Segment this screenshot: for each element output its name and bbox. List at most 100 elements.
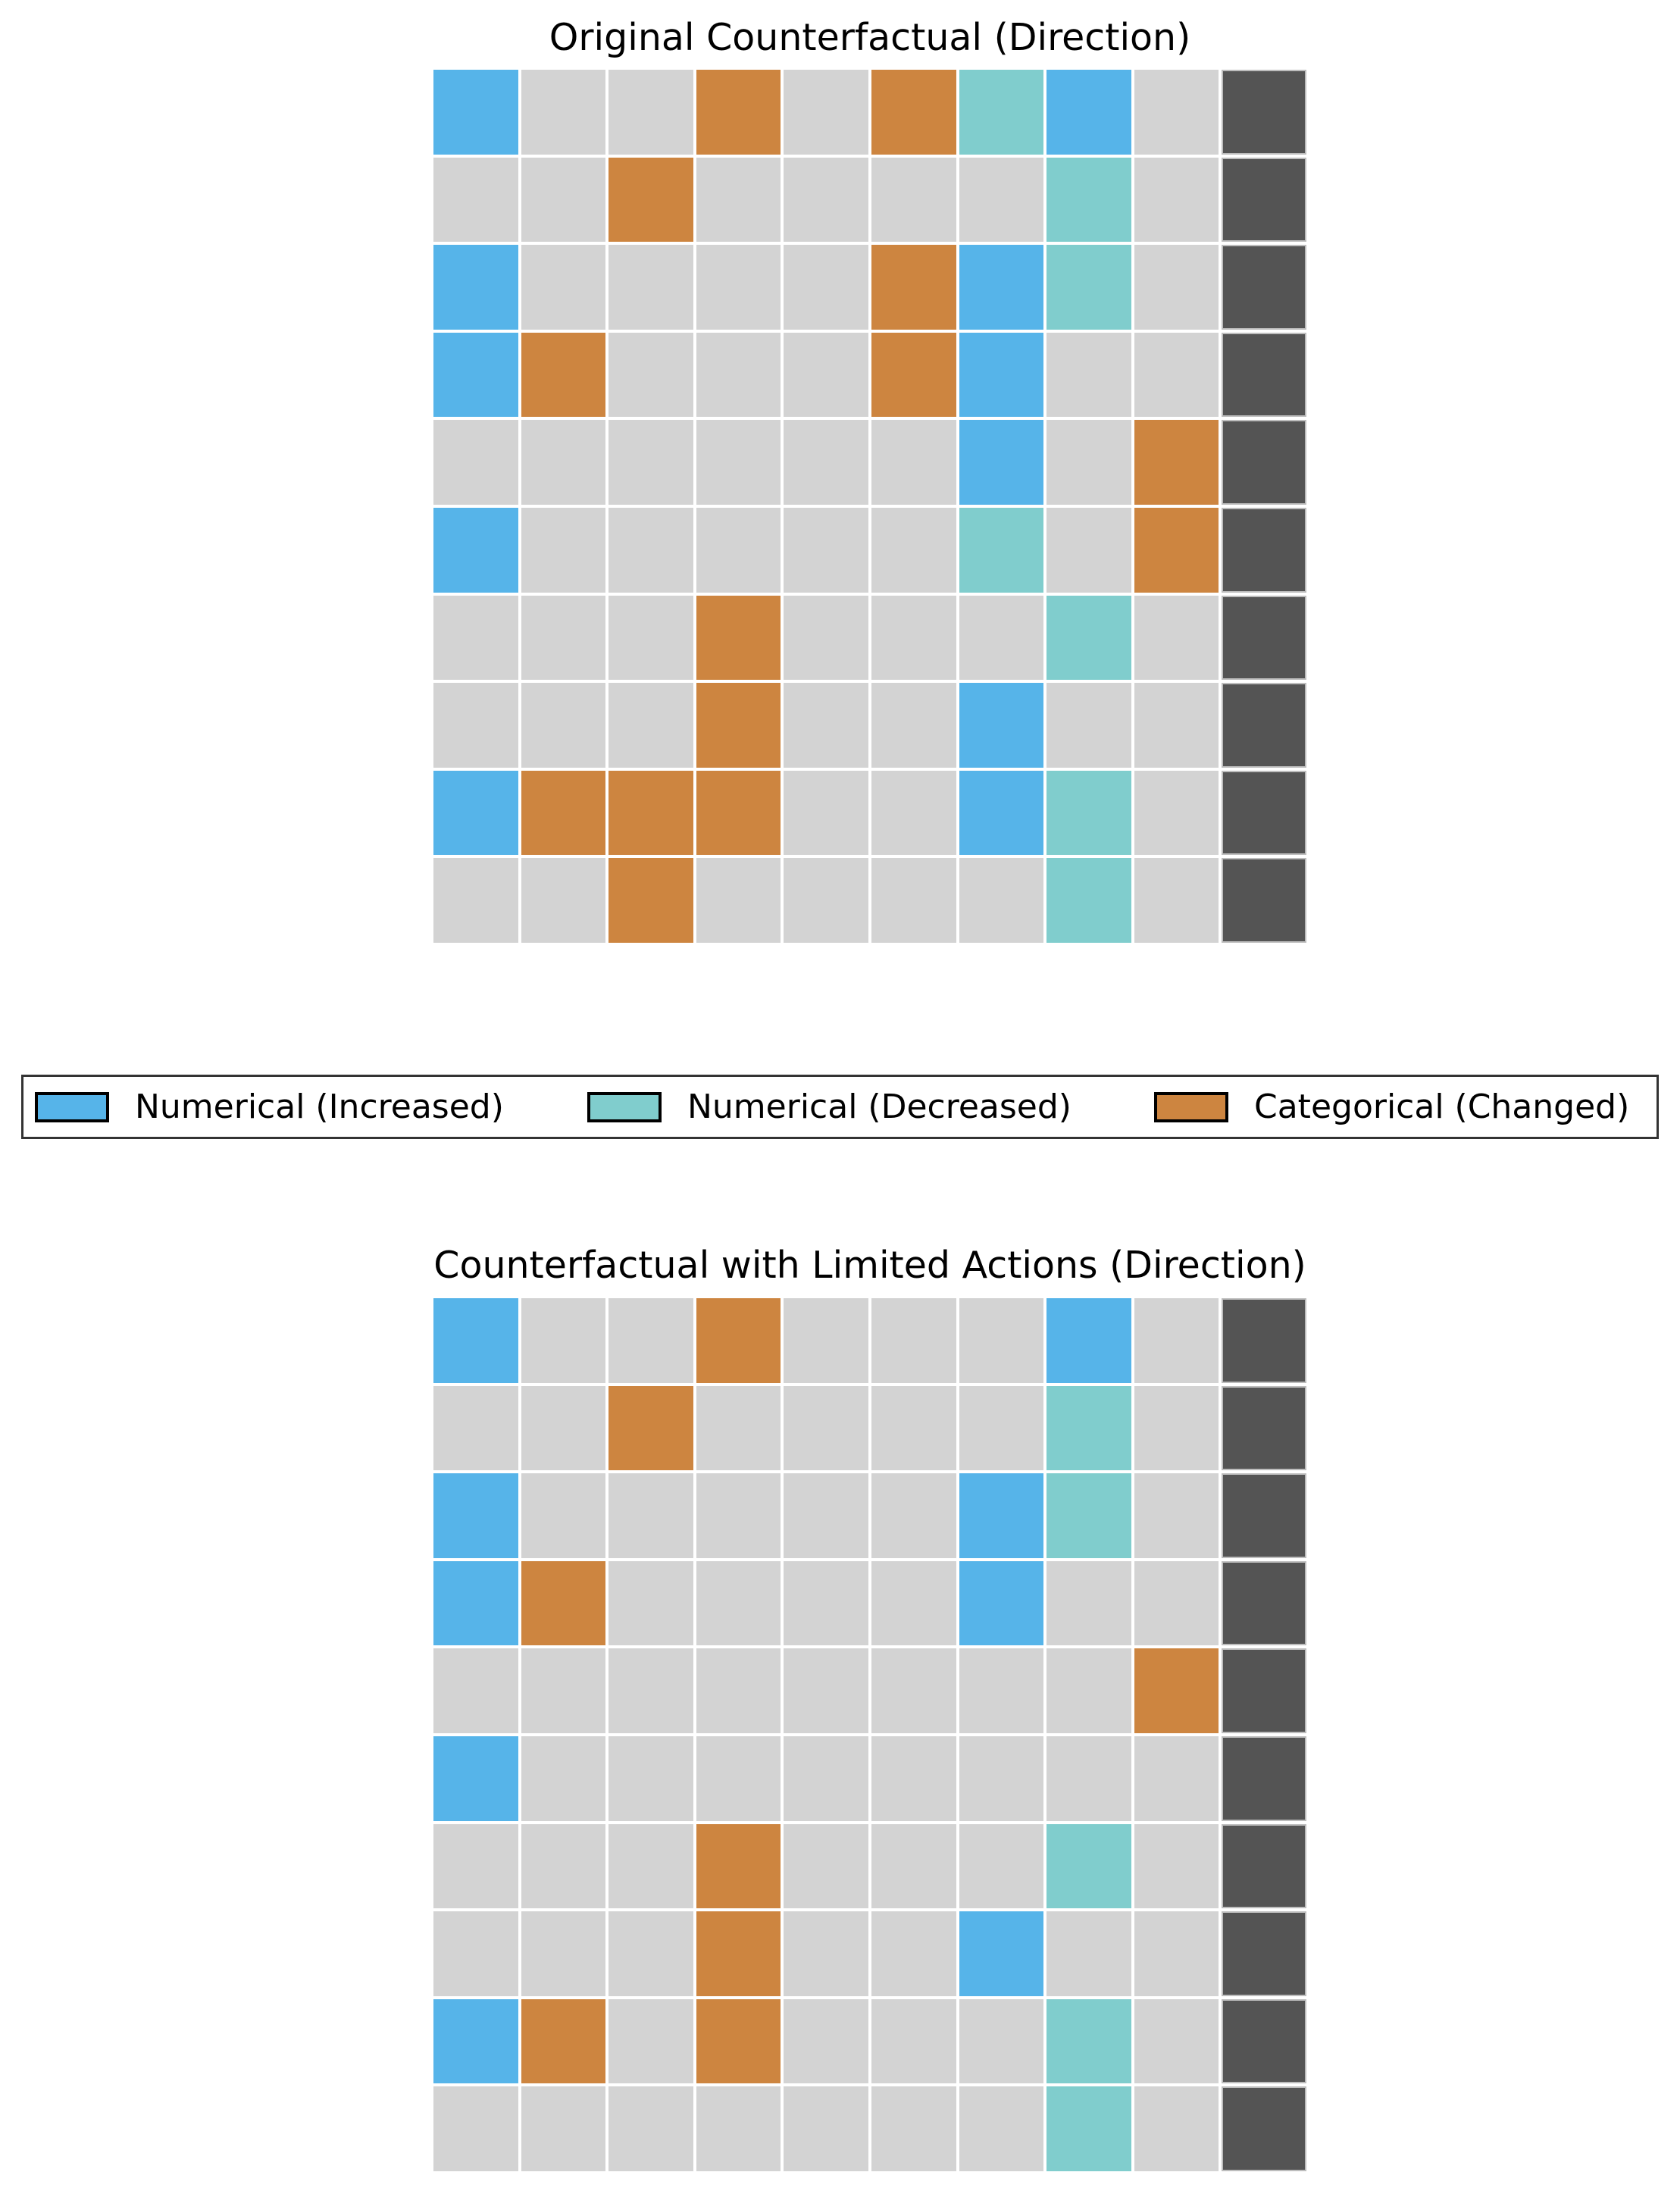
heatmap-cell-increased [432,1297,520,1385]
heatmap-cell-unchanged [519,681,608,769]
heatmap-cell-unchanged [1132,1384,1221,1473]
legend-item-decreased: Numerical (Decreased) [587,1077,1072,1137]
heatmap-cell-unchanged [607,418,695,506]
heatmap-cell-unchanged [432,1822,520,1911]
heatmap-cell-increased [432,1472,520,1560]
heatmap-cell-target [1220,2085,1308,2173]
heatmap-cell-increased [957,243,1046,331]
heatmap-cell-unchanged [1132,1997,1221,2086]
heatmap-cell-unchanged [782,768,870,857]
legend-label-increased: Numerical (Increased) [135,1088,504,1126]
heatmap-cell-target [1220,155,1308,244]
heatmap-cell-unchanged [519,856,608,944]
heatmap-cell-unchanged [869,1297,958,1385]
heatmap-cell-unchanged [519,1297,608,1385]
heatmap-cell-changed [519,1559,608,1648]
heatmap-cell-target [1220,1384,1308,1473]
heatmap-cell-unchanged [782,1559,870,1648]
heatmap-cell-unchanged [782,593,870,682]
heatmap-cell-unchanged [519,1472,608,1560]
heatmap-cell-unchanged [1045,1647,1133,1735]
heatmap-cell-unchanged [869,505,958,594]
heatmap-cell-increased [432,330,520,419]
heatmap-cell-changed [869,330,958,419]
heatmap-cell-changed [519,768,608,857]
heatmap-cell-unchanged [607,68,695,156]
heatmap-cell-unchanged [782,681,870,769]
heatmap-cell-decreased [957,68,1046,156]
heatmap-limited [432,1297,1308,2173]
heatmap-cell-unchanged [432,418,520,506]
heatmap-cell-increased [432,68,520,156]
heatmap-cell-unchanged [432,2085,520,2173]
heatmap-cell-changed [694,68,783,156]
heatmap-cell-unchanged [694,243,783,331]
heatmap-cell-unchanged [1132,2085,1221,2173]
heatmap-cell-decreased [1045,155,1133,244]
heatmap-cell-unchanged [782,505,870,594]
heatmap-cell-unchanged [869,1822,958,1911]
heatmap-cell-unchanged [432,593,520,682]
heatmap-cell-unchanged [1132,1472,1221,1560]
heatmap-cell-unchanged [607,330,695,419]
heatmap-cell-unchanged [782,1472,870,1560]
heatmap-cell-unchanged [782,330,870,419]
heatmap-cell-unchanged [869,155,958,244]
heatmap-cell-target [1220,1472,1308,1560]
heatmap-cell-target [1220,681,1308,769]
heatmap-cell-changed [694,768,783,857]
heatmap-cell-unchanged [519,1822,608,1911]
heatmap-cell-unchanged [519,1647,608,1735]
heatmap-cell-unchanged [957,1297,1046,1385]
heatmap-cell-unchanged [782,1647,870,1735]
heatmap-cell-unchanged [957,2085,1046,2173]
heatmap-cell-unchanged [782,856,870,944]
heatmap-cell-changed [1132,505,1221,594]
heatmap-cell-unchanged [1132,330,1221,419]
heatmap-cell-decreased [1045,856,1133,944]
heatmap-cell-unchanged [607,1997,695,2086]
heatmap-cell-unchanged [782,1997,870,2086]
heatmap-cell-decreased [1045,1384,1133,1473]
heatmap-cell-changed [869,68,958,156]
heatmap-cell-unchanged [1132,243,1221,331]
heatmap-original [432,68,1308,944]
heatmap-cell-unchanged [869,768,958,857]
heatmap-cell-increased [432,505,520,594]
heatmap-cell-increased [1045,68,1133,156]
heatmap-cell-increased [957,330,1046,419]
heatmap-cell-increased [957,1910,1046,1998]
heatmap-cell-unchanged [607,593,695,682]
heatmap-cell-unchanged [432,681,520,769]
heatmap-cell-unchanged [957,1822,1046,1911]
heatmap-cell-target [1220,856,1308,944]
heatmap-cell-increased [432,768,520,857]
heatmap-cell-unchanged [1045,1559,1133,1648]
heatmap-cell-unchanged [694,505,783,594]
heatmap-cell-changed [519,330,608,419]
heatmap-cell-changed [607,856,695,944]
heatmap-cell-unchanged [607,1559,695,1648]
legend-swatch-changed-icon [1154,1091,1228,1122]
heatmap-cell-unchanged [957,856,1046,944]
heatmap-cell-target [1220,1559,1308,1648]
heatmap-cell-unchanged [957,593,1046,682]
heatmap-cell-unchanged [1132,681,1221,769]
heatmap-cell-unchanged [869,1647,958,1735]
heatmap-cell-unchanged [432,856,520,944]
heatmap-cell-unchanged [519,1910,608,1998]
heatmap-cell-unchanged [1132,68,1221,156]
heatmap-cell-decreased [1045,593,1133,682]
heatmap-cell-unchanged [782,1384,870,1473]
legend-label-decreased: Numerical (Decreased) [687,1088,1072,1126]
chart-title-limited: Counterfactual with Limited Actions (Dir… [433,1244,1306,1287]
heatmap-cell-unchanged [782,243,870,331]
heatmap-cell-changed [694,593,783,682]
heatmap-cell-unchanged [869,856,958,944]
heatmap-cell-unchanged [957,1734,1046,1823]
heatmap-cell-unchanged [782,155,870,244]
heatmap-cell-unchanged [869,681,958,769]
heatmap-cell-unchanged [607,505,695,594]
heatmap-cell-unchanged [1045,1910,1133,1998]
heatmap-cell-unchanged [519,2085,608,2173]
